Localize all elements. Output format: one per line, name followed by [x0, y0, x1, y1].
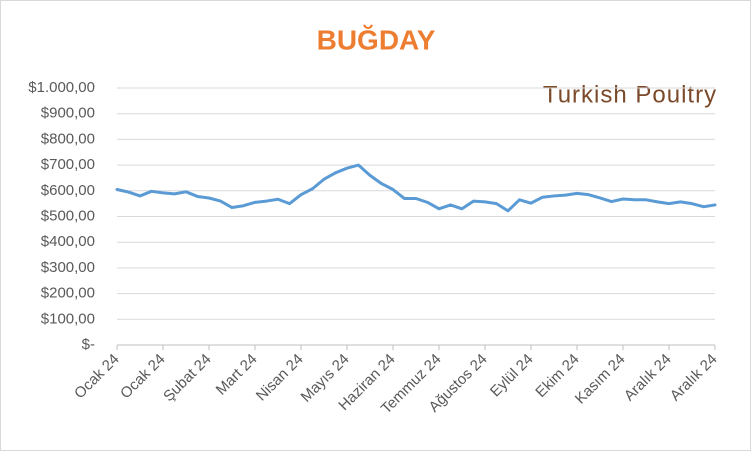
- y-tick-label: $800,00: [41, 130, 95, 147]
- chart-title: BUĞDAY: [317, 24, 436, 55]
- y-tick-label: $900,00: [41, 105, 95, 122]
- y-tick-label: $700,00: [41, 156, 95, 173]
- y-tick-label: $300,00: [41, 259, 95, 276]
- y-tick-label: $1.000,00: [28, 79, 95, 96]
- logo: Turkish Poultry: [543, 81, 717, 108]
- line: [115, 163, 717, 213]
- y-tick-label: $400,00: [41, 233, 95, 250]
- y-tick-label: $600,00: [41, 182, 95, 199]
- y-tick-label: $200,00: [41, 285, 95, 302]
- y-tick-label: $100,00: [41, 310, 95, 327]
- y-tick-label: $-: [82, 336, 95, 353]
- y-tick-label: $500,00: [41, 207, 95, 224]
